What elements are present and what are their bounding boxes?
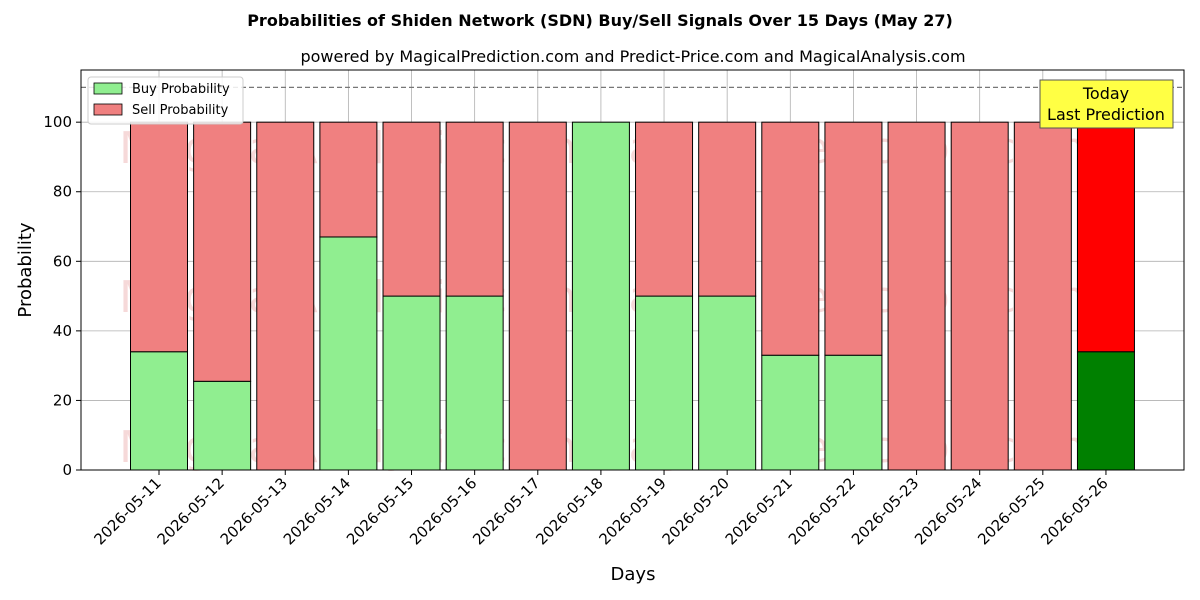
x-tick-label: 2026-05-16 [406,474,480,548]
x-tick-label: 2026-05-24 [911,474,985,548]
y-tick-label: 80 [53,183,72,201]
bar-sell-2026-05-11 [130,121,188,353]
y-axis-label: Probability [15,222,36,317]
today-annotation: Today Last Prediction [1039,79,1174,129]
x-tick-label: 2026-05-17 [469,474,543,548]
bar-sell-2026-05-23 [887,121,946,471]
y-tick-label: 60 [53,252,72,270]
x-tick-label: 2026-05-13 [217,474,291,548]
bar-buy-2026-05-22 [824,354,883,471]
legend: Buy Probability Sell Probability [87,76,244,125]
legend-label-sell: Sell Probability [132,103,229,118]
y-tick-label: 0 [62,461,72,479]
bar-buy-2026-05-12 [193,380,252,471]
x-tick-label: 2026-05-25 [974,474,1048,548]
bar-buy-2026-05-19 [635,295,694,471]
y-tick-label: 100 [43,113,72,131]
legend-label-buy: Buy Probability [132,82,230,97]
bar-buy-2026-05-14 [319,236,378,471]
annotation-line-today: Today [1082,84,1129,103]
x-tick-label: 2026-05-12 [154,474,228,548]
bar-buy-2026-05-18 [571,121,630,471]
x-tick-label: 2026-05-20 [659,474,733,548]
x-tick-label: 2026-05-18 [532,474,606,548]
x-tick-label: 2026-05-23 [848,474,922,548]
bar-sell-2026-05-17 [508,121,567,471]
bar-sell-2026-05-15 [382,121,441,297]
y-axis-ticks: 0 20 40 60 80 100 [43,113,81,479]
chart-title: Probabilities of Shiden Network (SDN) Bu… [247,11,953,30]
bar-sell-2026-05-12 [193,121,252,382]
legend-swatch-sell [93,103,123,116]
bar-sell-2026-05-24 [950,121,1009,471]
bar-buy-2026-05-15 [382,295,441,471]
bar-buy-2026-05-21 [761,354,820,471]
bar-sell-2026-05-16 [445,121,504,297]
bar-sell-2026-05-26 [1076,121,1135,353]
bar-buy-2026-05-26 [1076,351,1135,471]
bar-sell-2026-05-21 [761,121,820,356]
x-axis-ticks: 2026-05-112026-05-122026-05-132026-05-14… [90,470,1112,548]
bar-sell-2026-05-19 [635,121,694,297]
x-tick-label: 2026-05-15 [343,474,417,548]
x-tick-label: 2026-05-11 [90,474,164,548]
annotation-box [1039,79,1174,129]
x-tick-label: 2026-05-19 [595,474,669,548]
x-axis-label: Days [611,564,656,585]
y-tick-label: 40 [53,322,72,340]
bar-sell-2026-05-25 [1013,121,1072,471]
y-tick-label: 20 [53,391,72,409]
x-tick-label: 2026-05-26 [1037,474,1111,548]
bar-buy-2026-05-16 [445,295,504,471]
bar-sell-2026-05-13 [256,121,315,471]
bar-buy-2026-05-20 [698,295,757,471]
legend-swatch-buy [93,82,123,95]
bar-buy-2026-05-11 [130,351,188,471]
annotation-line-last-prediction: Last Prediction [1047,105,1165,124]
chart-subtitle: powered by MagicalPrediction.com and Pre… [300,47,965,66]
bar-sell-2026-05-22 [824,121,883,356]
plot-frame [80,69,1185,471]
bar-sell-2026-05-20 [698,121,757,297]
x-tick-label: 2026-05-22 [785,474,859,548]
bars [130,121,1135,471]
bar-sell-2026-05-14 [319,121,378,238]
x-tick-label: 2026-05-21 [722,474,796,548]
legend-box [87,76,244,125]
x-tick-label: 2026-05-14 [280,474,354,548]
